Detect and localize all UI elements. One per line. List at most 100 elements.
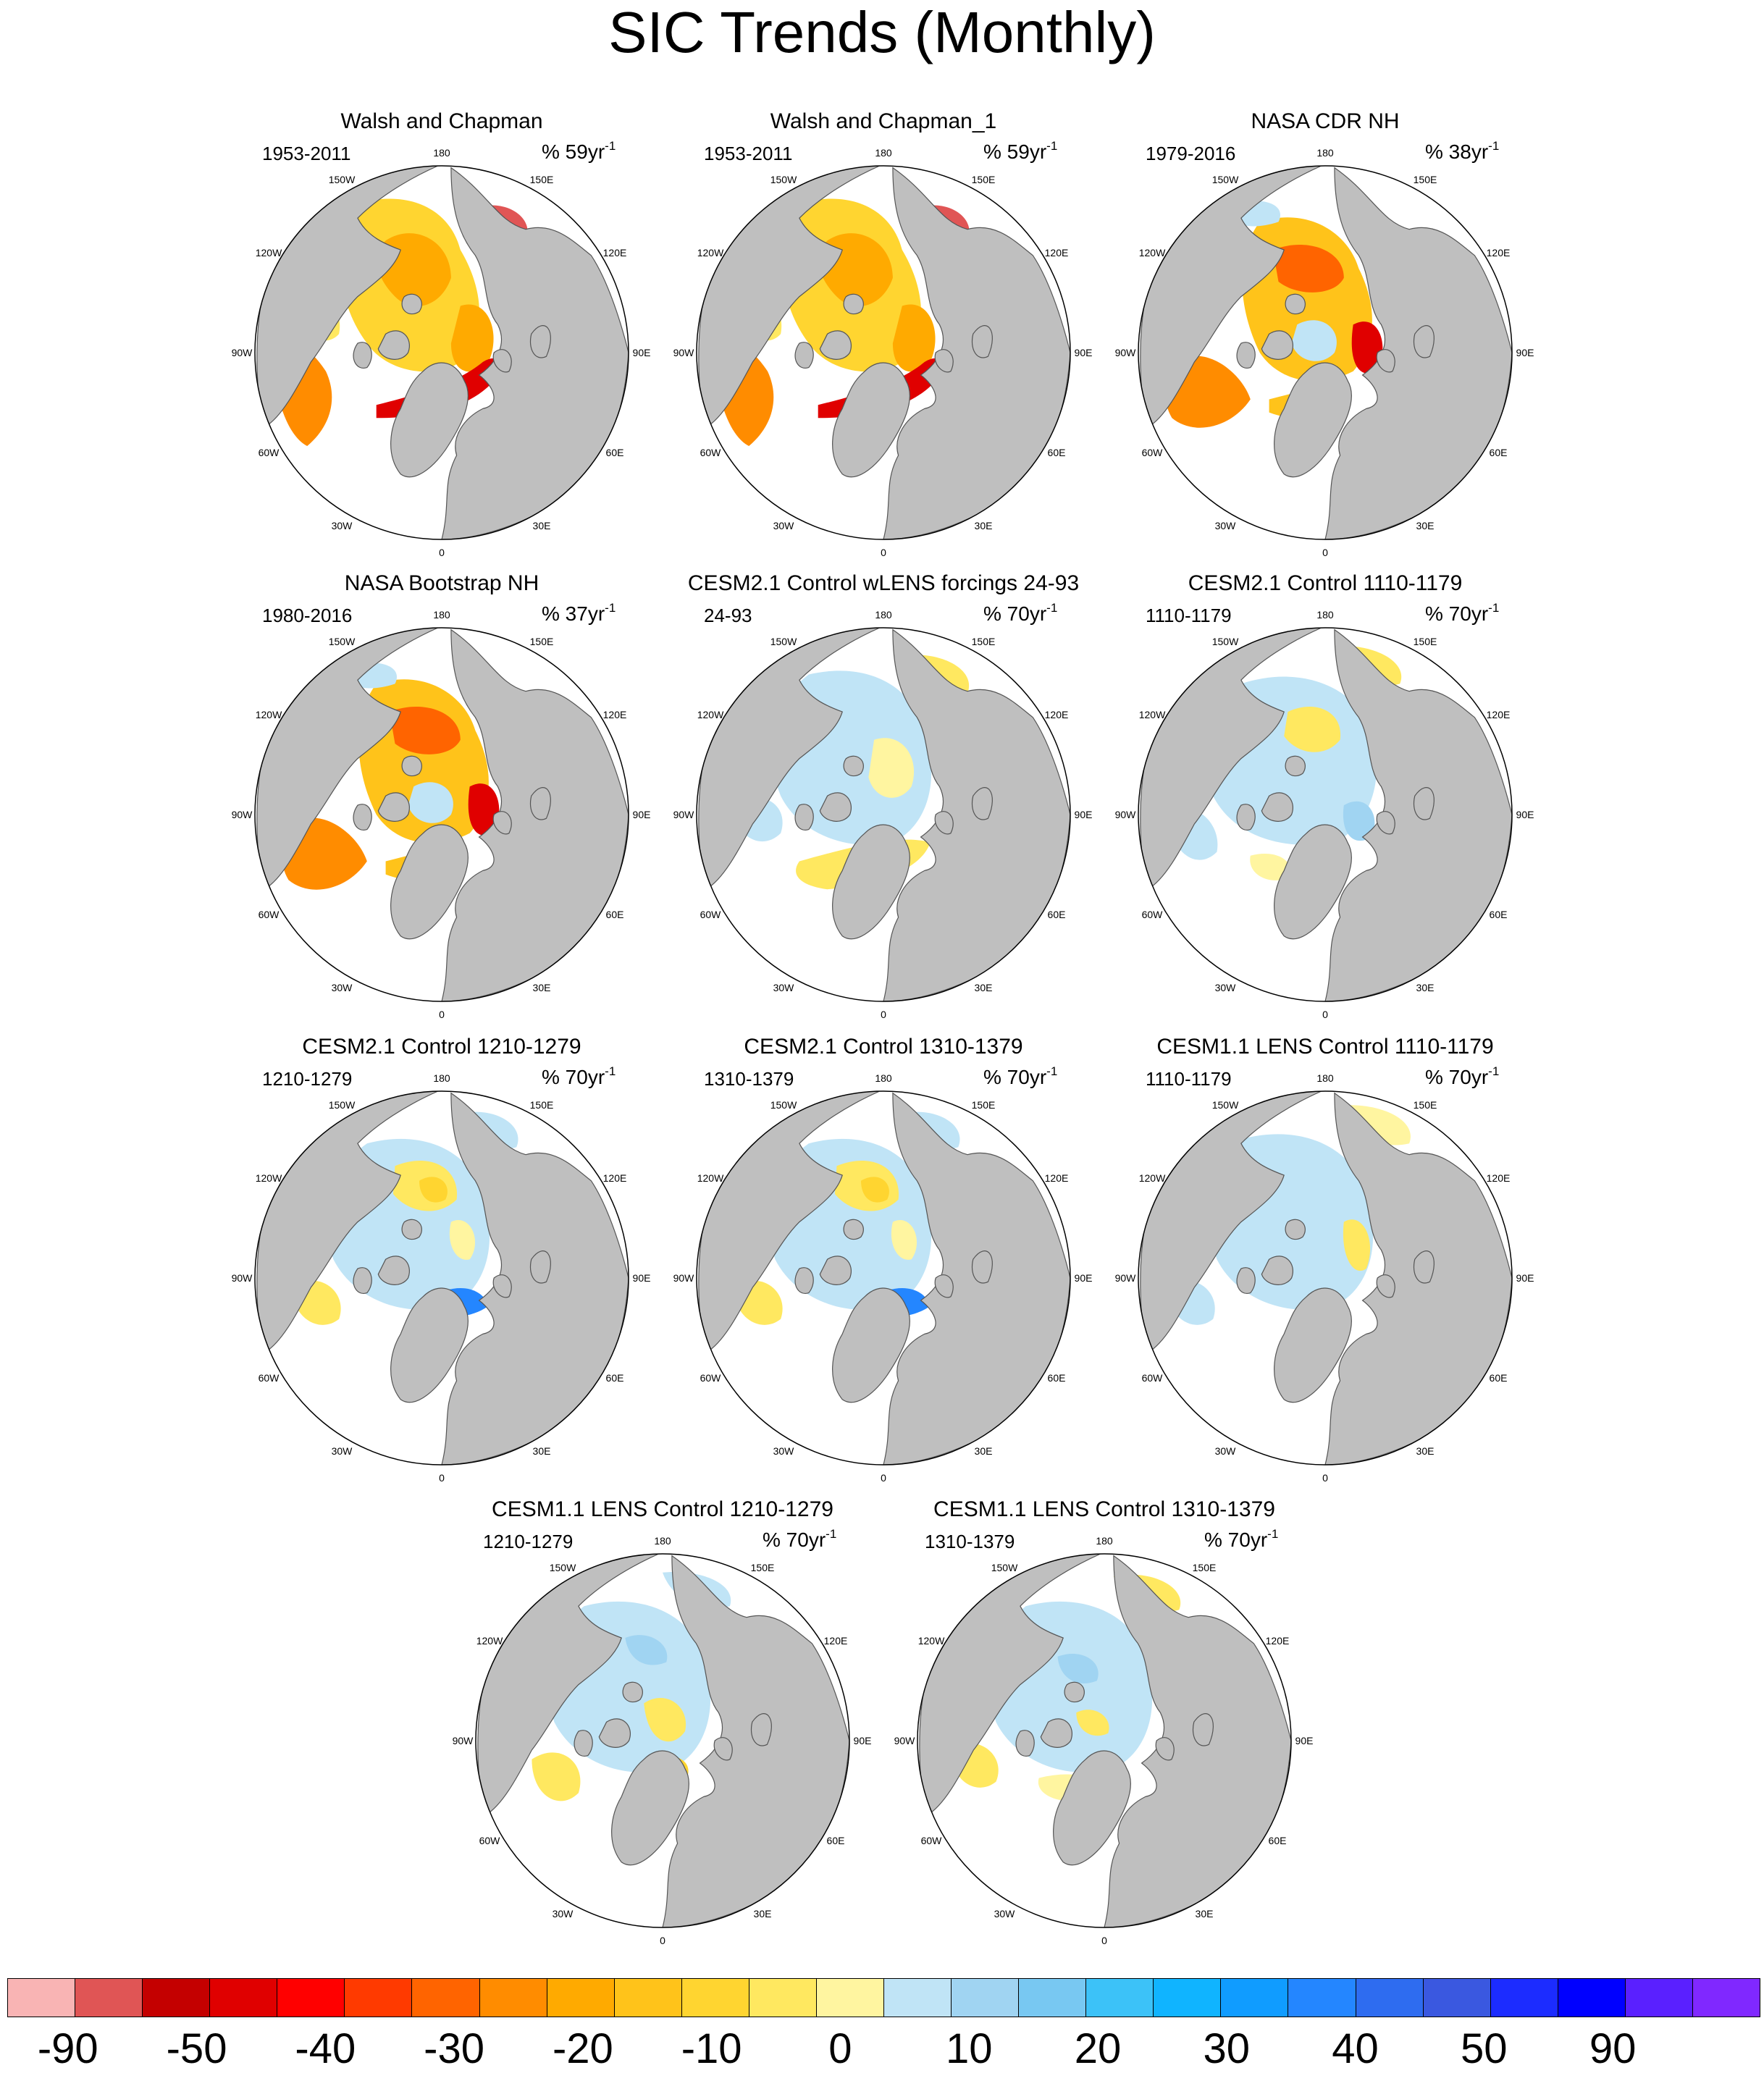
sic-trend-region: [479, 205, 528, 244]
sic-trend-region: [868, 738, 915, 798]
land-mask: [843, 1219, 864, 1240]
longitude-label: 30W: [773, 520, 795, 531]
longitude-label: 120W: [697, 247, 724, 258]
sic-trend-region: [468, 783, 500, 836]
sic-trend-region: [282, 817, 367, 890]
colorbar-tick-label: -10: [681, 2025, 742, 2072]
longitude-label: 0: [1101, 1935, 1107, 1946]
units-label: % 59yr-1: [542, 139, 616, 163]
longitude-label: 0: [439, 1472, 445, 1484]
units-label: % 70yr-1: [1425, 1064, 1499, 1088]
colorbar-box: [1692, 1978, 1760, 2017]
longitude-label: 90W: [1115, 809, 1137, 820]
land-mask: [1064, 1681, 1085, 1703]
sic-trend-region: [715, 344, 774, 446]
land-mask: [1261, 792, 1293, 822]
longitude-label: 90E: [633, 809, 651, 820]
map-panel: 180 150E 120E 90E 60E 30E 0 30W 60W 90W 120W 150W CE…: [1115, 571, 1534, 1020]
longitude-label: 150E: [1193, 1562, 1217, 1573]
colorbar: [7, 1978, 1760, 2019]
longitude-label: 60W: [700, 447, 722, 458]
land-mask: [1376, 349, 1395, 373]
map-boundary: [254, 627, 629, 1002]
map-boundary: [254, 1090, 629, 1466]
land-mask: [971, 325, 993, 358]
land-mask: [1040, 1718, 1072, 1748]
units-label: % 70yr-1: [983, 601, 1057, 625]
land-mask: [1236, 1267, 1256, 1294]
land-mask: [1274, 1287, 1352, 1403]
panel-title: CESM1.1 LENS Control 1210-1279: [492, 1497, 833, 1521]
period-label: 1953-2011: [704, 143, 792, 164]
longitude-label: 60W: [259, 1372, 280, 1384]
land-mask: [492, 1274, 512, 1298]
map-boundary: [1138, 165, 1513, 540]
longitude-label: 150W: [1212, 174, 1239, 185]
longitude-label: 0: [1322, 547, 1328, 558]
longitude-label: 90E: [1075, 347, 1093, 358]
land-mask: [377, 1256, 410, 1285]
colorbar-box: [1557, 1978, 1626, 2017]
sic-trend-region: [547, 1601, 711, 1773]
land-mask: [256, 166, 439, 429]
units-label: % 70yr-1: [1425, 601, 1499, 625]
sic-trend-region: [340, 198, 480, 372]
sic-trend-region: [834, 1160, 899, 1211]
sic-trend-region: [644, 1698, 686, 1742]
longitude-label: 90W: [232, 809, 253, 820]
panel-title: CESM2.1 Control 1110-1179: [1188, 571, 1463, 595]
colorbar-tick-label: 30: [1203, 2025, 1251, 2072]
colorbar-tick-label: 40: [1332, 2025, 1379, 2072]
longitude-label: 120E: [1487, 1172, 1511, 1184]
land-mask: [713, 1737, 733, 1761]
longitude-label: 150W: [770, 1099, 797, 1111]
longitude-label: 180: [433, 147, 450, 159]
land-mask: [1261, 1256, 1293, 1285]
longitude-label: 150W: [329, 174, 356, 185]
sic-trend-region: [818, 358, 942, 419]
longitude-label: 120W: [697, 1172, 724, 1184]
land-mask: [492, 811, 512, 835]
colorbar-box: [1220, 1978, 1289, 2017]
longitude-label: 30E: [975, 520, 993, 531]
period-label: 1310-1379: [925, 1531, 1015, 1552]
longitude-label: 150E: [1414, 174, 1437, 185]
sic-trend-region: [768, 1138, 932, 1310]
sic-trend-region: [892, 304, 936, 372]
sic-trend-region: [449, 1220, 476, 1260]
land-mask: [698, 628, 881, 891]
land-mask: [832, 362, 910, 478]
longitude-label: 180: [433, 609, 450, 621]
sic-trend-region: [902, 1111, 960, 1149]
longitude-label: 60W: [700, 1372, 722, 1384]
sic-trend-region: [771, 670, 932, 845]
sic-trend-region: [796, 839, 931, 890]
land-mask: [883, 1092, 1070, 1465]
sic-trend-region: [920, 205, 970, 244]
longitude-label: 120W: [256, 709, 282, 720]
colorbar-box: [546, 1978, 615, 2017]
land-mask: [492, 349, 512, 373]
period-label: 1979-2016: [1146, 143, 1235, 164]
longitude-label: 120W: [1139, 247, 1166, 258]
land-mask: [1140, 1091, 1322, 1354]
longitude-label: 60E: [1048, 909, 1066, 920]
sic-trend-region: [1038, 1774, 1099, 1801]
colorbar-box: [1288, 1978, 1356, 2017]
sic-trend-region: [327, 1138, 490, 1310]
longitude-label: 90E: [633, 1272, 651, 1284]
sic-trend-region: [1343, 801, 1375, 841]
sic-trend-region: [1222, 201, 1281, 227]
land-mask: [1053, 1750, 1131, 1866]
colorbar-tick-label: 20: [1074, 2025, 1122, 2072]
land-mask: [529, 787, 551, 820]
land-mask: [1324, 628, 1512, 1001]
longitude-label: 120E: [1045, 247, 1069, 258]
sic-trend-region: [358, 679, 489, 844]
longitude-label: 60E: [1048, 447, 1066, 458]
colorbar-tick-label: -20: [552, 2025, 613, 2072]
land-mask: [611, 1750, 689, 1866]
map-boundary: [254, 165, 629, 540]
sic-trend-region: [292, 1280, 341, 1325]
units-label: % 70yr-1: [983, 1064, 1057, 1088]
